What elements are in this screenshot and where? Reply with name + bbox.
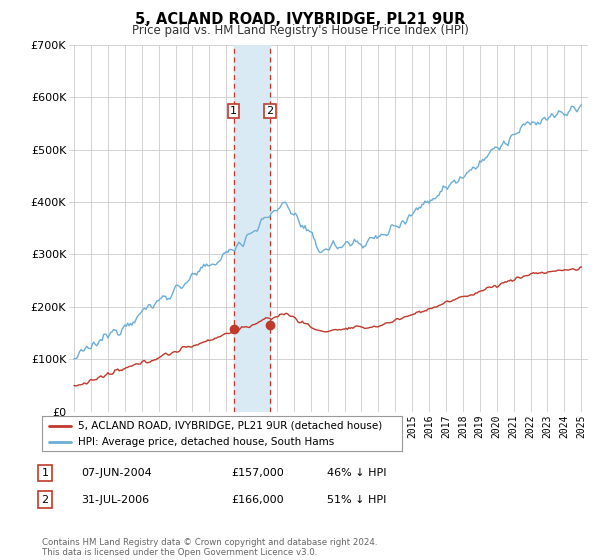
Bar <box>233 45 270 412</box>
Text: £166,000: £166,000 <box>231 494 284 505</box>
Text: 1: 1 <box>230 106 237 116</box>
Text: £157,000: £157,000 <box>231 468 284 478</box>
Text: 5, ACLAND ROAD, IVYBRIDGE, PL21 9UR (detached house): 5, ACLAND ROAD, IVYBRIDGE, PL21 9UR (det… <box>78 421 382 431</box>
Text: 1: 1 <box>41 468 49 478</box>
Text: 51% ↓ HPI: 51% ↓ HPI <box>327 494 386 505</box>
Text: 5, ACLAND ROAD, IVYBRIDGE, PL21 9UR: 5, ACLAND ROAD, IVYBRIDGE, PL21 9UR <box>135 12 465 27</box>
Text: 46% ↓ HPI: 46% ↓ HPI <box>327 468 386 478</box>
Text: Price paid vs. HM Land Registry's House Price Index (HPI): Price paid vs. HM Land Registry's House … <box>131 24 469 36</box>
Text: Contains HM Land Registry data © Crown copyright and database right 2024.
This d: Contains HM Land Registry data © Crown c… <box>42 538 377 557</box>
Text: 2: 2 <box>266 106 274 116</box>
Text: 2: 2 <box>41 494 49 505</box>
Text: HPI: Average price, detached house, South Hams: HPI: Average price, detached house, Sout… <box>78 437 334 447</box>
Text: 31-JUL-2006: 31-JUL-2006 <box>81 494 149 505</box>
Text: 07-JUN-2004: 07-JUN-2004 <box>81 468 152 478</box>
